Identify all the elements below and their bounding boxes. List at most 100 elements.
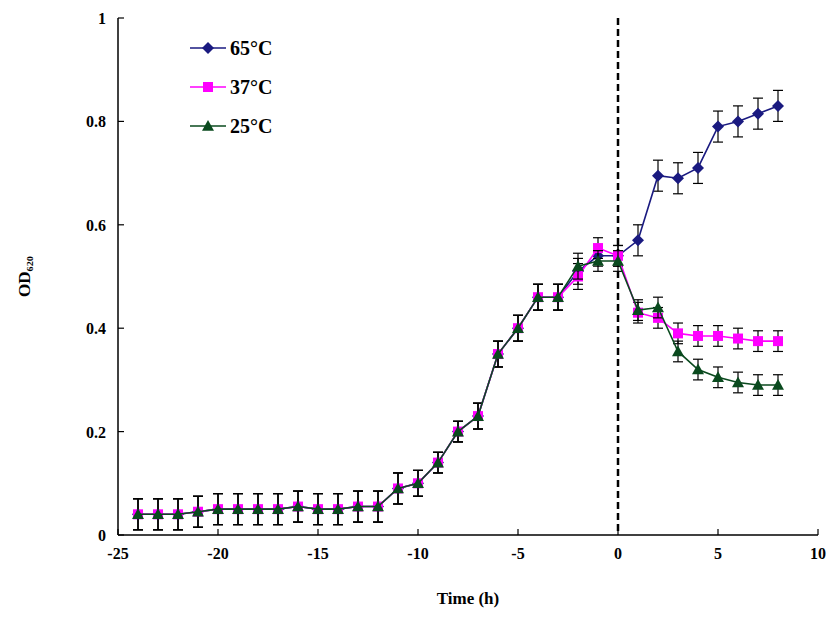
- marker: [432, 457, 444, 468]
- error-cap: [553, 284, 563, 285]
- error-cap: [233, 524, 243, 525]
- marker: [732, 115, 744, 127]
- error-cap: [573, 278, 583, 279]
- x-tick-label: -25: [107, 545, 128, 562]
- error-cap: [693, 152, 703, 153]
- error-cap: [773, 90, 783, 91]
- error-cap: [393, 503, 403, 504]
- error-cap: [533, 310, 543, 311]
- error-cap: [173, 498, 183, 499]
- error-cap: [273, 493, 283, 494]
- error-cap: [213, 493, 223, 494]
- error-cap: [133, 498, 143, 499]
- error-bar: [513, 315, 523, 341]
- error-bar: [393, 473, 403, 504]
- error-cap: [293, 490, 303, 491]
- error-cap: [273, 524, 283, 525]
- legend-marker: [202, 120, 214, 131]
- error-cap: [433, 452, 443, 453]
- y-tick: [118, 431, 124, 432]
- error-cap: [733, 392, 743, 393]
- error-cap: [413, 470, 423, 471]
- error-cap: [153, 498, 163, 499]
- error-cap: [533, 310, 543, 311]
- series: [132, 251, 784, 530]
- error-cap: [253, 524, 263, 525]
- error-bar: [773, 331, 783, 352]
- x-tick: [117, 529, 118, 535]
- error-cap: [233, 493, 243, 494]
- y-axis-title: OD₆₂₀: [15, 256, 34, 297]
- marker: [673, 328, 683, 338]
- error-cap: [193, 496, 203, 497]
- marker: [252, 503, 264, 514]
- error-cap: [213, 524, 223, 525]
- marker: [232, 503, 244, 514]
- error-cap: [293, 490, 303, 491]
- error-bar: [433, 452, 443, 473]
- reference-line: [617, 18, 620, 535]
- error-cap: [353, 521, 363, 522]
- error-cap: [593, 237, 603, 238]
- marker: [672, 345, 684, 356]
- plot-area: [132, 18, 784, 535]
- error-cap: [393, 472, 403, 473]
- series: [132, 90, 784, 529]
- marker: [632, 234, 644, 246]
- error-cap: [373, 521, 383, 522]
- error-cap: [633, 224, 643, 225]
- error-cap: [233, 524, 243, 525]
- error-bar: [393, 473, 403, 504]
- error-cap: [513, 315, 523, 316]
- error-cap: [533, 284, 543, 285]
- y-tick: [118, 328, 124, 329]
- error-cap: [773, 374, 783, 375]
- error-cap: [473, 428, 483, 429]
- marker: [393, 483, 403, 493]
- error-cap: [753, 374, 763, 375]
- y-tick: [118, 224, 124, 225]
- marker: [652, 170, 664, 182]
- y-tick-label: 0.6: [86, 217, 106, 234]
- y-tick: [118, 534, 124, 535]
- error-cap: [333, 524, 343, 525]
- error-cap: [173, 529, 183, 530]
- error-cap: [353, 490, 363, 491]
- x-tick-label: -5: [511, 545, 524, 562]
- error-cap: [293, 521, 303, 522]
- error-cap: [533, 284, 543, 285]
- error-cap: [373, 490, 383, 491]
- error-cap: [413, 496, 423, 497]
- error-cap: [653, 191, 663, 192]
- error-cap: [753, 129, 763, 130]
- error-cap: [633, 320, 643, 321]
- marker: [152, 508, 164, 519]
- error-cap: [273, 493, 283, 494]
- error-cap: [213, 493, 223, 494]
- error-cap: [333, 493, 343, 494]
- error-cap: [673, 162, 683, 163]
- error-cap: [353, 490, 363, 491]
- marker: [512, 322, 524, 334]
- error-cap: [773, 121, 783, 122]
- error-cap: [373, 521, 383, 522]
- error-cap: [173, 498, 183, 499]
- error-cap: [393, 472, 403, 473]
- error-cap: [193, 527, 203, 528]
- error-bar: [433, 452, 443, 473]
- y-tick: [118, 17, 124, 18]
- error-cap: [253, 524, 263, 525]
- error-cap: [193, 496, 203, 497]
- error-cap: [613, 250, 623, 251]
- error-cap: [733, 348, 743, 349]
- error-cap: [653, 317, 663, 318]
- error-bar: [693, 326, 703, 347]
- error-cap: [313, 524, 323, 525]
- marker: [292, 501, 304, 512]
- marker: [752, 379, 764, 390]
- error-cap: [773, 330, 783, 331]
- error-cap: [353, 521, 363, 522]
- error-cap: [333, 524, 343, 525]
- error-cap: [373, 490, 383, 491]
- error-cap: [433, 452, 443, 453]
